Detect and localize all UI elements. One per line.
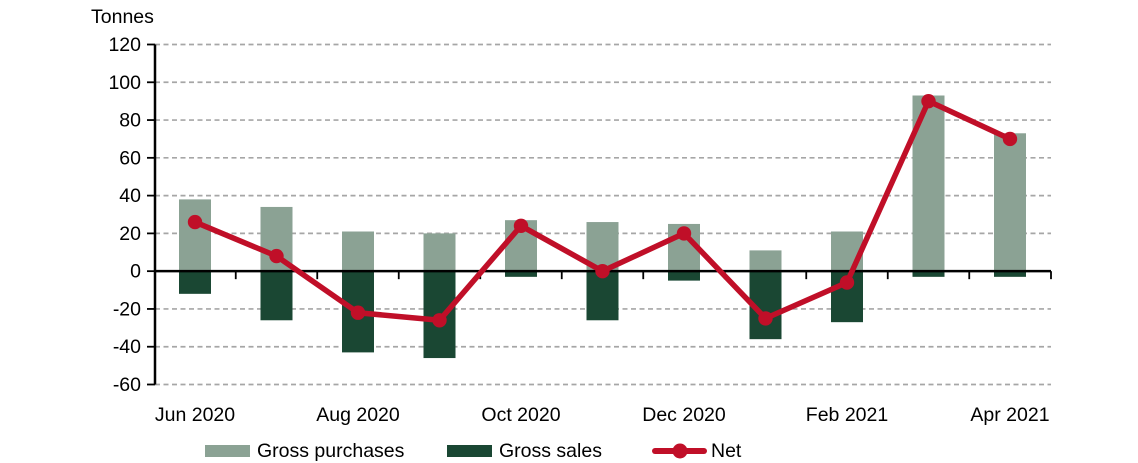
net-point [1002, 131, 1018, 147]
net-point [513, 218, 529, 234]
y-tick-label: -60 [113, 374, 141, 396]
net-line-icon [652, 443, 707, 459]
y-axis-unit-label: Tonnes [91, 6, 154, 28]
gross-sales-legend-label: Gross sales [499, 440, 602, 462]
x-tick-label: Apr 2021 [970, 404, 1049, 426]
legend-item-gross-purchases: Gross purchases [205, 440, 404, 462]
net-point [187, 214, 203, 230]
y-tick-labels: 120 100 80 60 40 20 0 -20 -40 -60 [108, 34, 141, 396]
x-tick-label: Aug 2020 [316, 404, 400, 426]
y-tick-label: -20 [113, 298, 141, 320]
legend-item-gross-sales: Gross sales [447, 440, 602, 462]
net-point [350, 305, 366, 320]
net-point [921, 93, 936, 109]
gross-sales-bar [912, 271, 945, 277]
net-point-icon [672, 443, 687, 459]
x-tick-label: Oct 2020 [481, 404, 560, 426]
net-point [758, 311, 773, 326]
gross-purchases-bar [749, 250, 782, 272]
y-tick-label: 40 [119, 185, 141, 207]
y-tick-label: 60 [119, 147, 141, 169]
x-tick-label: Jun 2020 [155, 404, 235, 426]
gross-sales-bar [179, 271, 211, 294]
x-tick-label: Feb 2021 [806, 404, 888, 426]
gross-purchases-bar [179, 199, 211, 272]
gross-sales-bar [505, 271, 537, 277]
gross-sales-bar [994, 271, 1026, 277]
net-line-series [187, 93, 1018, 328]
legend-item-net: Net [652, 440, 741, 462]
gross-purchases-swatch-icon [205, 445, 250, 457]
gross-purchases-bars [179, 95, 1026, 272]
y-axis [147, 43, 157, 386]
net-point [839, 275, 855, 290]
gross-sales-bar [260, 271, 293, 321]
gross-purchases-legend-label: Gross purchases [257, 440, 405, 462]
y-tick-label: 0 [130, 261, 141, 283]
net-point [432, 313, 447, 328]
gross-purchases-bar [342, 231, 374, 272]
legend: Gross purchases Gross sales Net [0, 440, 1138, 462]
net-point [595, 263, 610, 279]
gross-sales-swatch-icon [447, 445, 492, 457]
net-point [676, 226, 692, 241]
y-tick-label: 20 [119, 223, 141, 245]
x-tick-label: Dec 2020 [642, 404, 726, 426]
gross-sales-bar [668, 271, 700, 281]
x-tick-labels: Jun 2020 Aug 2020 Oct 2020 Dec 2020 Feb 2021… [155, 404, 1050, 426]
y-tick-label: 80 [119, 110, 141, 132]
gross-purchases-bar [423, 233, 456, 272]
gross-sales-bars [179, 271, 1026, 359]
y-tick-label: 120 [108, 34, 141, 56]
y-tick-label: 100 [108, 72, 141, 94]
gross-sales-bar [586, 271, 619, 321]
net-legend-label: Net [711, 440, 742, 462]
gridlines [155, 43, 1051, 386]
gross-purchases-bar [994, 133, 1026, 272]
y-tick-label: -40 [113, 336, 141, 358]
net-point [269, 248, 284, 264]
